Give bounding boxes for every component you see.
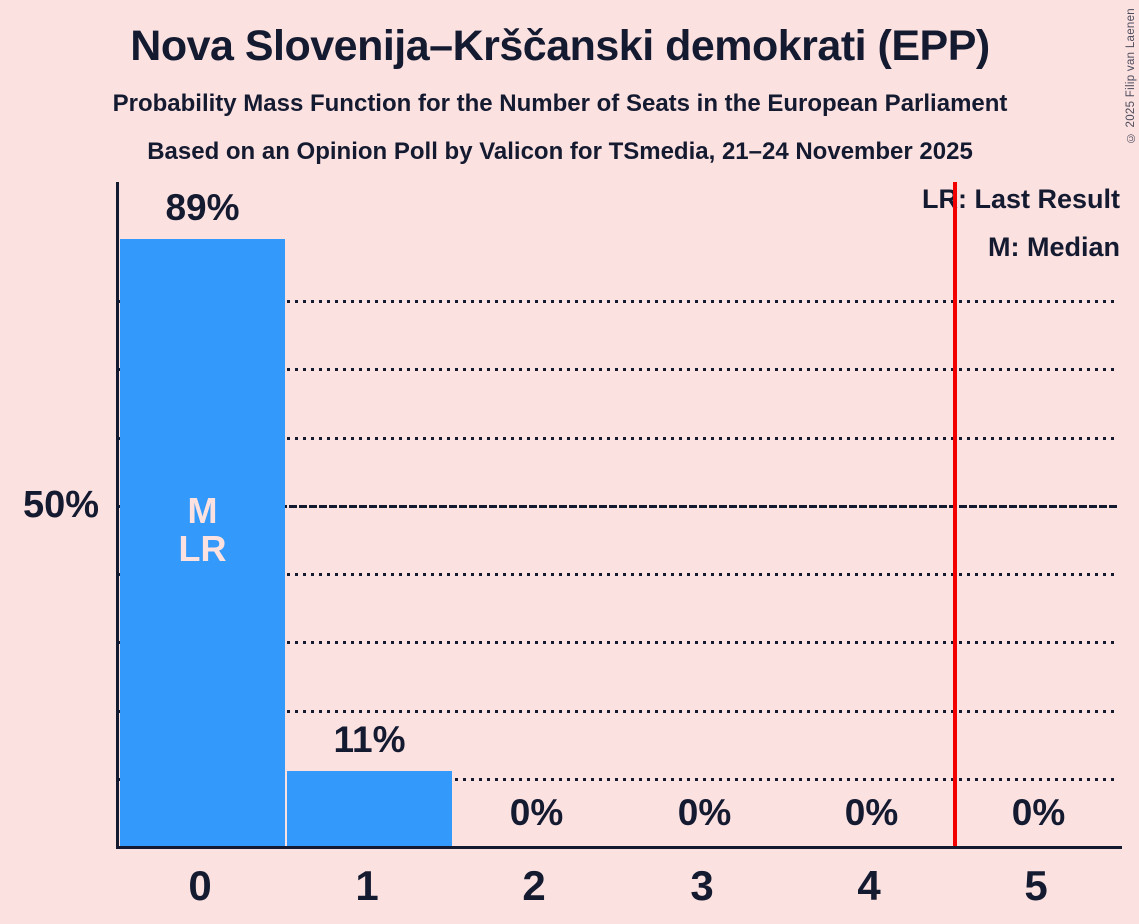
chart-title: Nova Slovenija–Krščanski demokrati (EPP) xyxy=(130,22,990,70)
plot-area: 89% 11% 0% 0% 0% 0% M LR xyxy=(116,182,1122,849)
x-axis-tick-1: 1 xyxy=(355,862,379,909)
bar-value-label-seat-4: 0% xyxy=(844,792,899,833)
legend-median: M: Median xyxy=(988,232,1120,262)
gridline-20pct xyxy=(119,710,1117,713)
bar-value-label-seat-1: 11% xyxy=(333,719,406,760)
chart-subtitle: Probability Mass Function for the Number… xyxy=(112,90,1008,117)
median-last-result-annotation: M LR xyxy=(119,492,286,568)
gridline-70pct xyxy=(119,368,1117,371)
gridline-60pct xyxy=(119,437,1117,440)
last-result-marker-label: LR xyxy=(178,528,227,569)
bar-value-label-seat-3: 0% xyxy=(677,792,732,833)
x-axis-tick-5: 5 xyxy=(1024,862,1048,909)
x-axis-tick-4: 4 xyxy=(857,862,881,909)
bar-seat-1 xyxy=(287,771,452,846)
red-reference-line xyxy=(953,182,957,846)
gridline-10pct xyxy=(119,778,1117,781)
bar-value-label-seat-2: 0% xyxy=(509,792,564,833)
gridline-80pct xyxy=(119,300,1117,303)
copyright-notice: © 2025 Filip van Laenen xyxy=(1125,8,1137,144)
bar-value-label-seat-5: 0% xyxy=(1011,792,1066,833)
bar-value-label-seat-0: 89% xyxy=(165,187,240,228)
x-axis-tick-2: 2 xyxy=(522,862,546,909)
gridline-40pct xyxy=(119,573,1117,576)
x-axis-tick-3: 3 xyxy=(690,862,714,909)
y-axis-tick-50: 50% xyxy=(22,484,99,526)
median-marker-label: M xyxy=(187,490,218,531)
gridline-50pct-solid xyxy=(119,505,1117,508)
bar-seat-0 xyxy=(120,239,285,846)
x-axis-tick-0: 0 xyxy=(188,862,212,909)
gridline-30pct xyxy=(119,641,1117,644)
chart-source-line: Based on an Opinion Poll by Valicon for … xyxy=(147,138,973,165)
